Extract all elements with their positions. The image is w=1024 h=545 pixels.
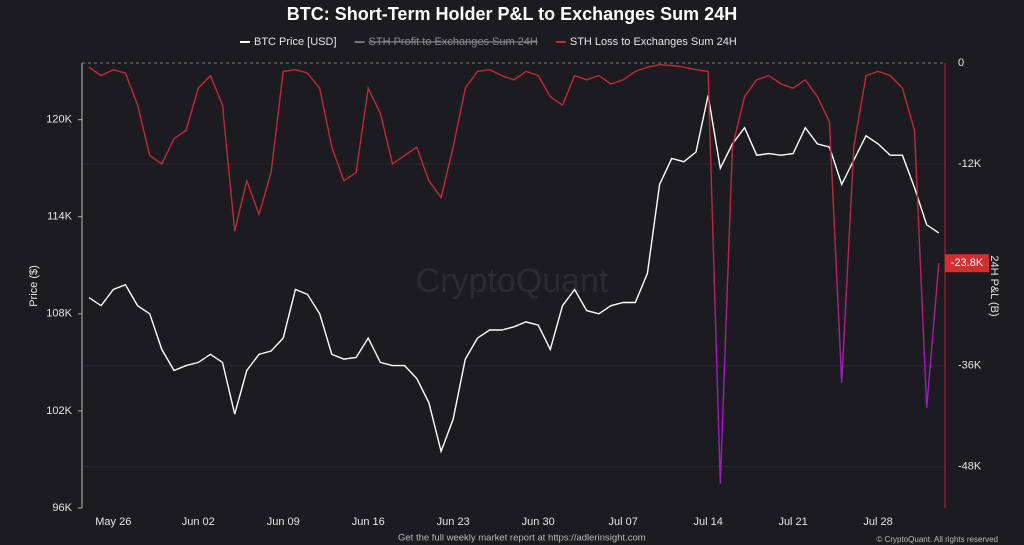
legend-label[interactable]: STH Loss to Exchanges Sum 24H bbox=[570, 36, 737, 48]
footer: Get the full weekly market report at htt… bbox=[398, 533, 646, 544]
x-tick-label: Jun 09 bbox=[267, 516, 300, 528]
y2-tick-label: -36K bbox=[958, 360, 982, 372]
y-tick-label: 102K bbox=[46, 405, 72, 417]
x-tick-label: Jul 28 bbox=[863, 516, 892, 528]
y-tick-label: 120K bbox=[46, 114, 72, 126]
series-line bbox=[88, 63, 940, 484]
credit: © CryptoQuant. All rights reserved bbox=[877, 535, 999, 544]
y-tick-label: 108K bbox=[46, 308, 72, 320]
y2-tick-label: -12K bbox=[958, 158, 982, 170]
legend-label[interactable]: BTC Price [USD] bbox=[254, 36, 337, 48]
x-tick-label: Jul 07 bbox=[608, 516, 637, 528]
y2-axis-title: 24H P&L (B) bbox=[988, 255, 1000, 316]
y2-tick-label: -48K bbox=[958, 461, 982, 473]
y-tick-label: 114K bbox=[47, 211, 73, 223]
x-tick-label: Jun 23 bbox=[437, 516, 470, 528]
watermark: CryptoQuant bbox=[416, 262, 609, 300]
y2-tick-label: 0 bbox=[958, 57, 964, 69]
y-axis-title: Price ($) bbox=[28, 265, 40, 307]
x-tick-label: Jul 21 bbox=[778, 516, 807, 528]
series-line bbox=[88, 95, 940, 454]
x-tick-label: Jun 30 bbox=[522, 516, 555, 528]
last-value-box bbox=[945, 254, 989, 273]
x-tick-label: May 26 bbox=[95, 516, 131, 528]
x-tick-label: Jul 14 bbox=[693, 516, 722, 528]
y-tick-label: 96K bbox=[52, 502, 72, 514]
last-value-marker: -23.8K bbox=[945, 254, 989, 273]
x-tick-label: Jun 16 bbox=[352, 516, 385, 528]
chart-title: BTC: Short-Term Holder P&L to Exchanges … bbox=[287, 4, 737, 24]
x-tick-label: Jun 02 bbox=[182, 516, 215, 528]
last-value-label: -23.8K bbox=[951, 257, 984, 269]
